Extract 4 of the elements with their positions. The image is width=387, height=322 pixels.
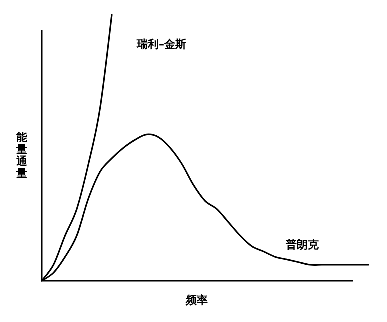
y-axis-title: 能量通量 [16,131,28,180]
text: 瑞利–金斯 [136,38,187,51]
series-label: 普朗克 [285,238,320,252]
x-axis-title: 频率 [185,294,208,307]
